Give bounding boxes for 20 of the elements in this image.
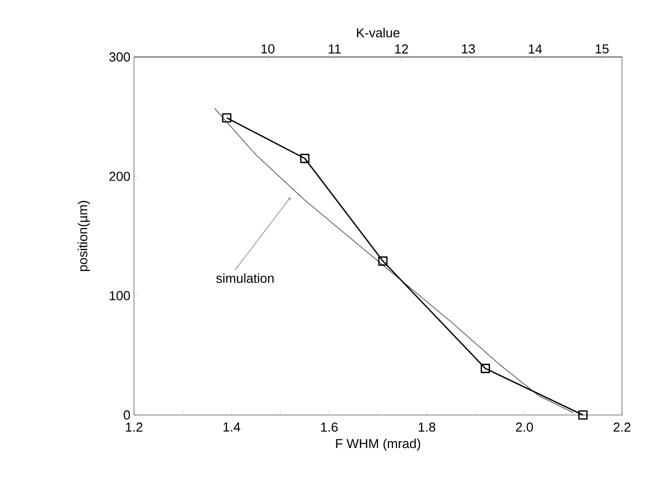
x-axis-title: F WHM (mrad) [336,438,420,451]
annotation: simulation [216,273,274,283]
y-tick-label: 100 [110,291,130,300]
x2-tick-label: 13 [462,44,475,54]
x-tick-label: 2.0 [516,422,533,432]
x-tick-label: 1.4 [224,422,240,432]
x2-tick-label: 12 [395,44,408,54]
y-tick-label: 0 [124,410,130,420]
x-tick-label: 1.8 [418,422,436,432]
x2-tick-label: 14 [528,44,542,54]
y-axis-title: position(µm) [78,200,90,272]
x2-tick-label: 15 [596,44,609,54]
y-tick-label: 300 [109,52,130,62]
x-tick-label: 1.2 [126,422,142,432]
x2-tick-label: 11 [328,44,341,54]
x2-axis-title: K-value [357,28,400,38]
x2-tick-label: 10 [261,44,274,54]
x-tick-label: 1.6 [321,422,338,432]
x-tick-label: 2.2 [614,422,630,432]
y-tick-label: 200 [109,172,130,181]
